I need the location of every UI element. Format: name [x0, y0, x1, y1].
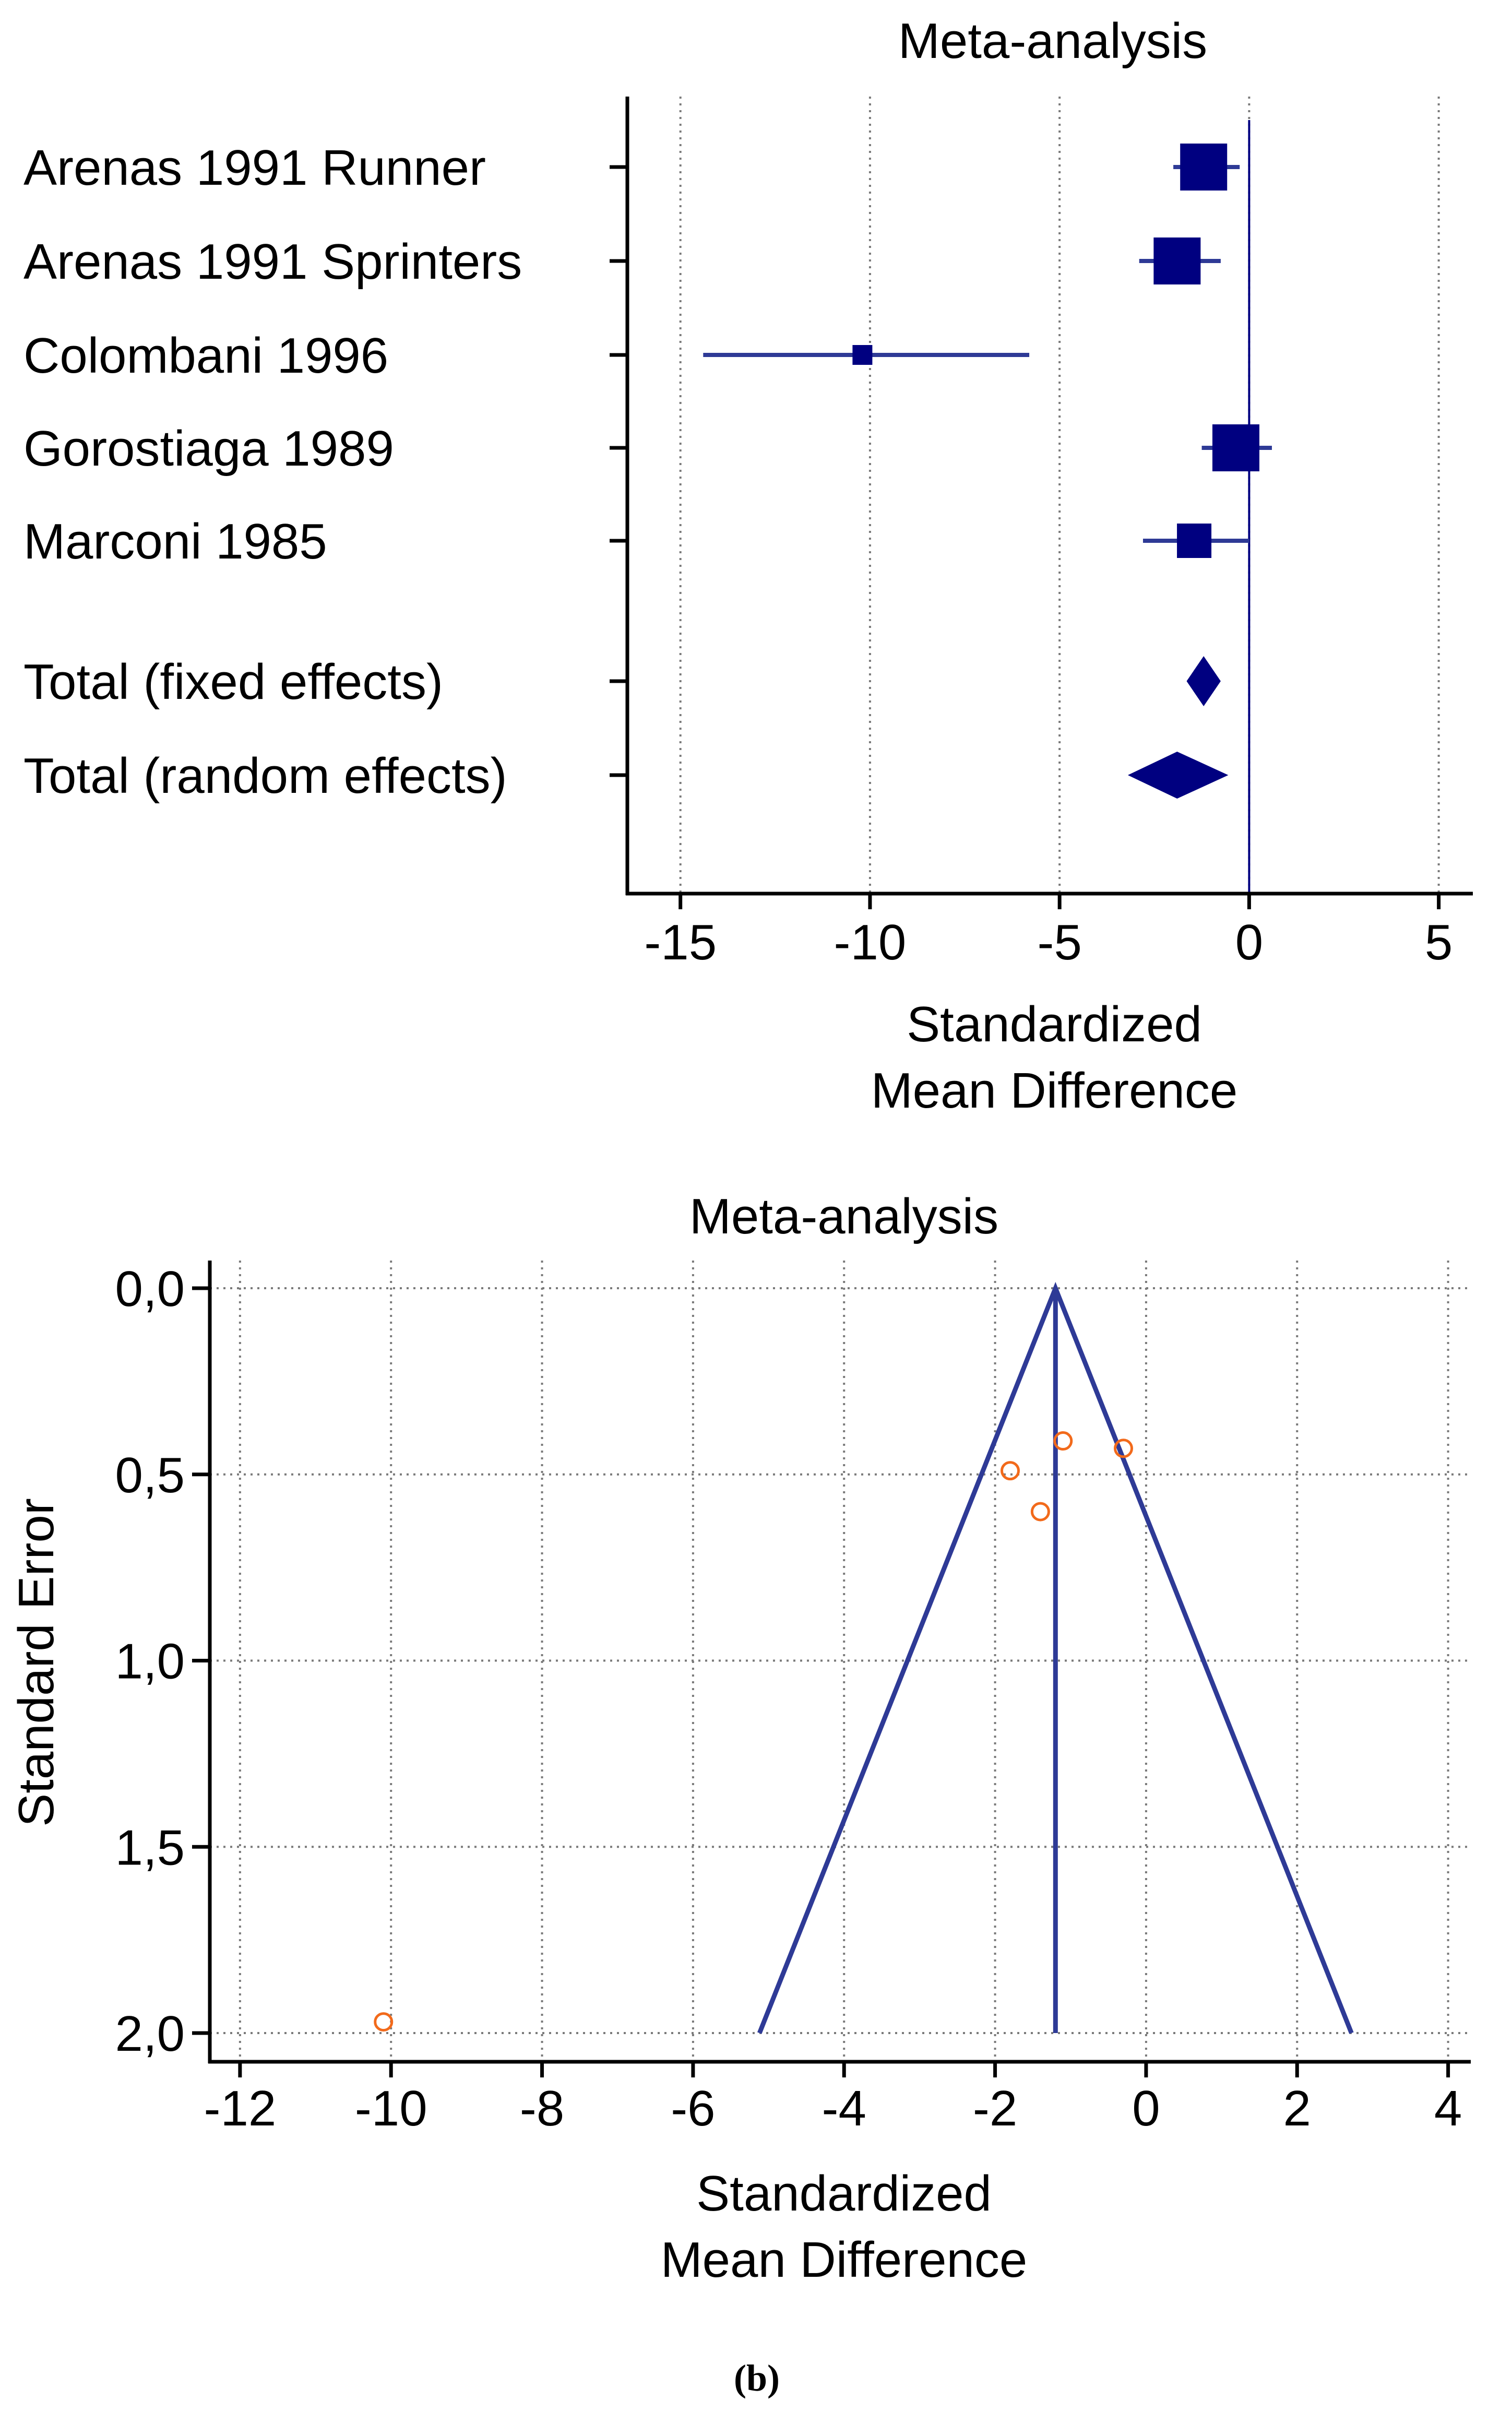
funnel-marks [374, 1281, 1354, 2034]
funnel-x-tick-label: -2 [973, 2081, 1017, 2136]
funnel-x-tick-label: -10 [355, 2081, 427, 2136]
funnel-x-tick-label: 0 [1132, 2081, 1160, 2136]
forest-effect-square [1180, 144, 1228, 191]
forest-marks [703, 120, 1272, 894]
funnel-study-point [1114, 1439, 1134, 1458]
forest-x-tick-label: -15 [644, 914, 717, 970]
forest-effect-square [1177, 524, 1212, 558]
forest-total-label: Total (random effects) [23, 748, 507, 804]
forest-title: Meta-analysis [898, 13, 1207, 69]
funnel-x-tick-label: -12 [204, 2081, 276, 2136]
funnel-xlabel-line2: Mean Difference [661, 2232, 1028, 2288]
funnel-ylabel: Standard Error [8, 1498, 64, 1827]
funnel-y-tick-label: 1,0 [115, 1634, 185, 1690]
forest-axes [610, 97, 1473, 909]
forest-xlabel-line2: Mean Difference [871, 1063, 1238, 1119]
forest-effect-square [1153, 237, 1201, 284]
funnel-y-tick-label: 1,5 [115, 1820, 185, 1875]
forest-total-diamond [1127, 752, 1229, 799]
funnel-y-tick-label: 0,0 [115, 1261, 185, 1317]
forest-study-label: Colombani 1996 [23, 328, 388, 384]
funnel-y-tick-label: 2,0 [115, 2006, 185, 2062]
forest-effect-square [1212, 424, 1259, 471]
funnel-x-tick-label: -4 [822, 2081, 866, 2136]
funnel-study-point [374, 2012, 394, 2032]
funnel-tick-labels: -12 -10 -8 -6 -4 -2 0 2 4 0,0 0,5 1,0 1,5 2,0 [115, 1261, 1462, 2136]
funnel-plot: Meta-analysis -12 -10 -8 -6 -4 -2 0 2 4 0,0 0,5 1,0… [8, 1189, 1471, 2288]
funnel-xlabel-line1: Standardized [696, 2166, 992, 2221]
funnel-gridlines [210, 1261, 1471, 2062]
forest-effect-square [852, 345, 873, 365]
funnel-x-tick-label: -8 [520, 2081, 564, 2136]
forest-x-tick-label: -5 [1037, 914, 1081, 970]
funnel-x-tick-label: -6 [671, 2081, 715, 2136]
forest-x-tick-label: 0 [1235, 914, 1263, 970]
funnel-axes [192, 1261, 1471, 2077]
funnel-y-tick-label: 0,5 [115, 1447, 185, 1503]
forest-total-diamond [1186, 656, 1221, 706]
forest-x-tick-label: 5 [1425, 914, 1453, 970]
funnel-study-point [1030, 1502, 1050, 1522]
funnel-title: Meta-analysis [689, 1189, 998, 1244]
funnel-study-point [1001, 1461, 1020, 1481]
figure-caption: (b) [734, 2357, 780, 2399]
forest-total-label: Total (fixed effects) [23, 654, 443, 710]
forest-study-label: Arenas 1991 Sprinters [23, 234, 522, 290]
forest-gridlines [679, 97, 1440, 894]
funnel-study-point [1053, 1431, 1073, 1451]
funnel-x-tick-label: 2 [1283, 2081, 1311, 2136]
forest-study-label: Gorostiaga 1989 [23, 421, 394, 477]
forest-x-tick-label: -10 [834, 914, 907, 970]
forest-study-labels: Arenas 1991 Runner Arenas 1991 Sprinters C… [23, 140, 522, 804]
forest-xlabel-line1: Standardized [907, 996, 1202, 1052]
forest-study-label: Arenas 1991 Runner [23, 140, 486, 196]
funnel-x-tick-label: 4 [1434, 2081, 1462, 2136]
forest-tick-labels: -15 -10 -5 0 5 [644, 914, 1453, 970]
forest-study-label: Marconi 1985 [23, 514, 327, 569]
